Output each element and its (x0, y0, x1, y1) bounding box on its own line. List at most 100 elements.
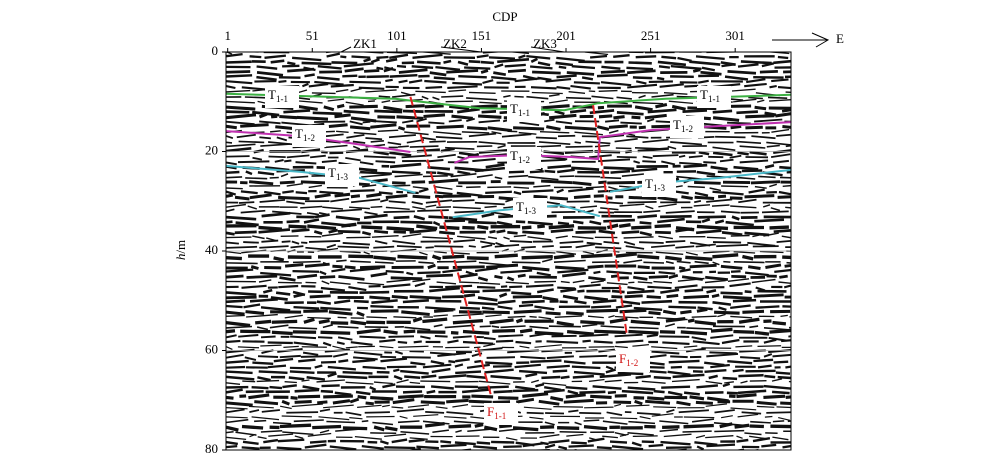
seismic-wiggle (226, 262, 791, 272)
series-label: F1-2 (619, 351, 638, 368)
seismic-wiggle (226, 266, 791, 277)
seismic-wiggle (226, 137, 791, 146)
seismic-wiggle (226, 388, 791, 397)
seismic-wiggle (226, 307, 791, 317)
seismic-wiggle (226, 442, 791, 450)
seismic-wiggle (226, 117, 791, 127)
borehole-label: ZK2 (443, 36, 467, 51)
series-label: T1-1 (268, 87, 288, 104)
seismic-wiggle (226, 282, 791, 292)
x-tick-label: 301 (725, 28, 745, 43)
seismic-wiggle (226, 421, 791, 432)
x-tick-label: 51 (306, 28, 319, 43)
seismic-wiggle (226, 66, 791, 77)
seismic-wiggle (226, 243, 791, 251)
seismic-wiggle (226, 316, 787, 328)
seismic-wiggle (226, 103, 791, 112)
seismic-wiggle (226, 437, 791, 447)
seismic-wiggle (226, 313, 791, 321)
seismic-wiggle (226, 403, 791, 411)
series-label: T1-3 (516, 199, 536, 216)
y-axis-label: h/m (173, 240, 188, 260)
seismic-wiggle (226, 271, 788, 282)
seismic-wiggle (226, 77, 789, 87)
y-tick-label: 80 (205, 441, 218, 456)
seismic-wiggle (226, 357, 789, 367)
seismic-wiggle (226, 182, 791, 192)
seismic-wiggle (226, 397, 791, 407)
seismic-wiggle (226, 52, 789, 63)
borehole-marker (440, 46, 482, 53)
seismic-wiggle (226, 323, 791, 331)
label-box (642, 175, 676, 197)
seismic-wiggle (226, 192, 791, 202)
borehole-marker (340, 46, 352, 53)
seismic-wiggle (226, 343, 791, 350)
seismic-wiggle (226, 327, 791, 337)
x-tick-label: 201 (556, 28, 576, 43)
seismic-wiggle (226, 62, 791, 72)
series-label: T1-3 (328, 165, 348, 182)
series-label: F1-1 (487, 404, 506, 421)
x-tick-label: 151 (472, 28, 492, 43)
seismic-wiggle (226, 227, 791, 237)
seismic-wiggle (226, 232, 791, 242)
label-box (325, 164, 359, 186)
borehole-marker (530, 46, 565, 53)
seismic-wiggle (226, 107, 791, 117)
seismic-wiggle (226, 132, 791, 142)
seismic-wiggle (226, 73, 791, 82)
label-box (616, 350, 650, 372)
series-label: T1-2 (673, 117, 693, 134)
seismic-wiggle (226, 217, 791, 228)
x-tick-label: 1 (224, 28, 231, 43)
y-tick-label: 20 (205, 142, 218, 157)
y-tick-label: 40 (205, 242, 218, 257)
seismic-wiggle (226, 372, 791, 382)
label-box (513, 198, 547, 220)
label-box (697, 86, 731, 108)
label-box (507, 100, 541, 122)
seismic-wiggle (226, 286, 787, 297)
label-box (484, 403, 518, 425)
seismic-wiggle (226, 152, 791, 162)
borehole-label: ZK1 (353, 36, 377, 51)
seismic-wiggle (226, 277, 791, 286)
seismic-wiggle (226, 239, 791, 247)
seismic-wiggle (226, 382, 791, 392)
series-label: T1-3 (645, 176, 665, 193)
seismic-wiggle (226, 427, 791, 436)
direction-arrow (772, 32, 830, 48)
x-tick-label: 101 (387, 28, 407, 43)
seismic-wiggle (226, 303, 791, 312)
seismic-wiggle (226, 378, 791, 387)
seismic-wiggle (226, 222, 789, 232)
label-box (507, 147, 541, 169)
seismic-wiggle (226, 292, 791, 302)
seismic-wiggle (226, 338, 791, 347)
label-box (292, 125, 326, 147)
label-box (670, 116, 704, 138)
seismic-wiggle (226, 298, 791, 306)
series-label: T1-1 (700, 87, 720, 104)
direction-label: E (836, 31, 844, 46)
label-box (265, 86, 299, 108)
x-axis-label: CDP (492, 9, 517, 24)
seismic-wiggle (226, 332, 791, 342)
y-tick-label: 60 (205, 341, 218, 356)
seismic-wiggle (226, 197, 791, 206)
series-label: T1-2 (510, 148, 530, 165)
seismic-wiggle (226, 57, 791, 67)
series-label: T1-1 (510, 101, 530, 118)
borehole-label: ZK3 (533, 36, 557, 51)
seismic-wiggle (226, 252, 791, 262)
x-tick-label: 251 (641, 28, 661, 43)
y-tick-label: 0 (212, 43, 219, 58)
seismic-wiggle (226, 258, 791, 267)
plot-frame (225, 51, 792, 451)
seismic-wiggle (226, 432, 789, 442)
seismic-wiggle (226, 392, 791, 403)
series-label: T1-2 (295, 126, 315, 143)
